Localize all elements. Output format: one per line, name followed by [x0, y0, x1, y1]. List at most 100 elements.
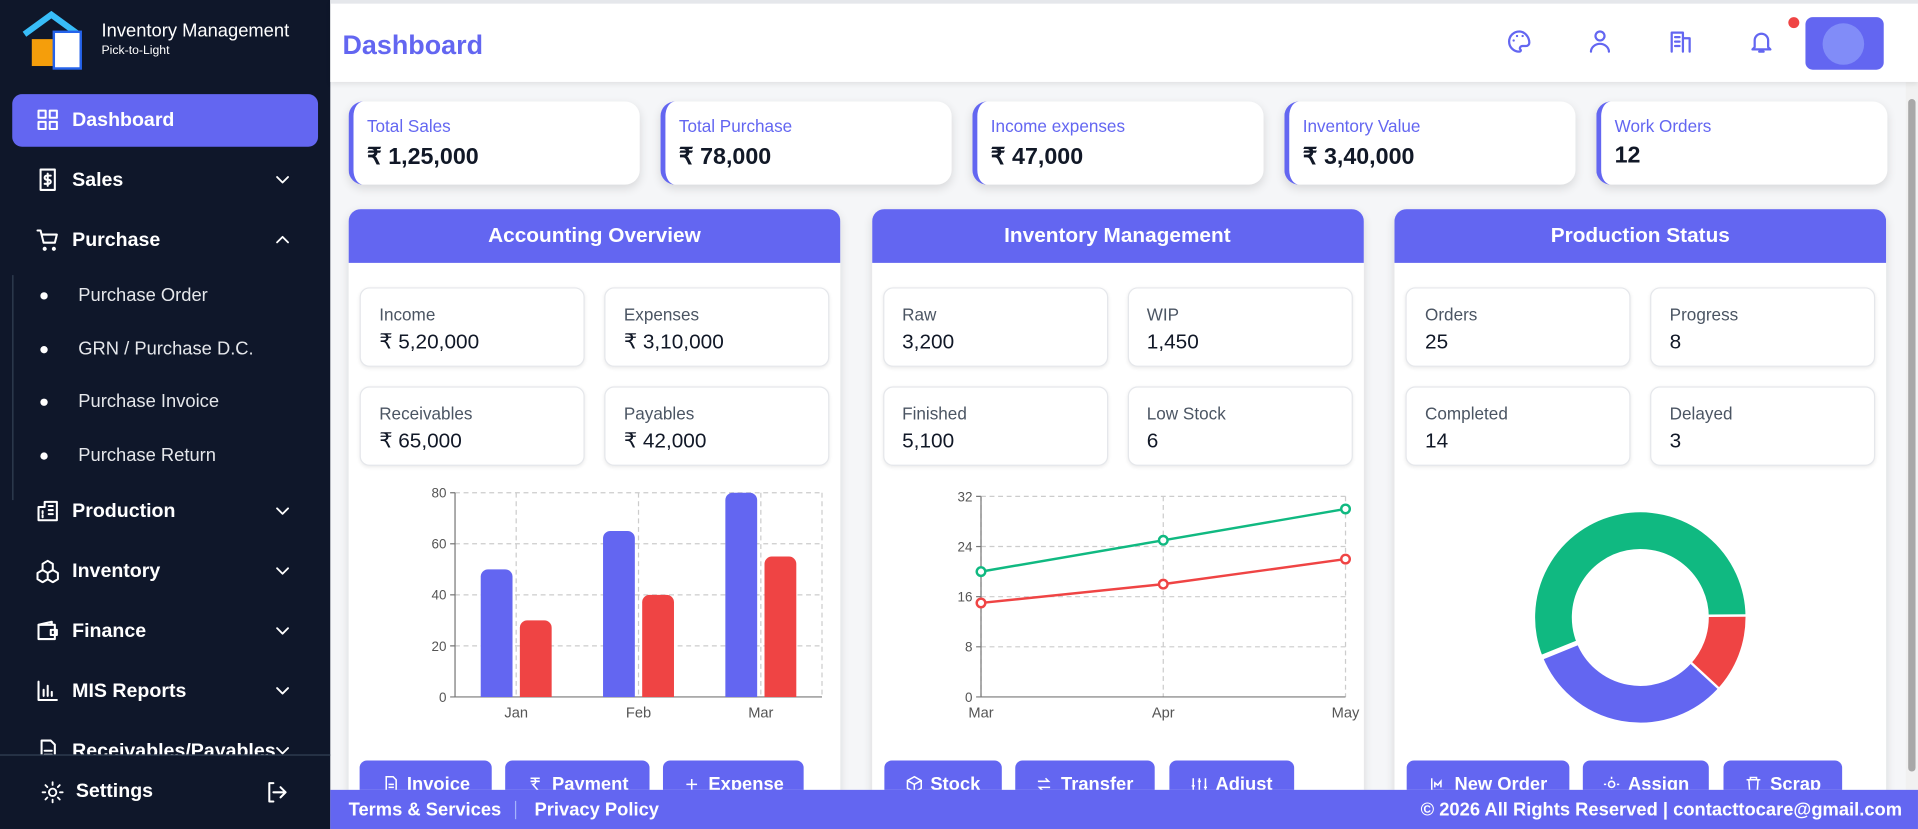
stat-card: Work Orders 12 [1596, 101, 1888, 185]
mini-card: Delayed 3 [1650, 386, 1876, 466]
action-button[interactable]: Expense [662, 760, 804, 790]
mini-card: Receivables ₹ 65,000 [359, 386, 585, 466]
button-icon [1038, 777, 1051, 790]
button-icon [1746, 776, 1761, 790]
panel-title: Accounting Overview [348, 209, 841, 263]
nav-label: Finance [72, 621, 147, 642]
brand-title: Inventory Management [101, 20, 290, 42]
point [1157, 578, 1169, 590]
submenu-item[interactable]: GRN / Purchase D.C. [78, 338, 254, 359]
button-label: Payment [551, 773, 629, 790]
x-tick-label: Mar [748, 706, 773, 722]
icon [37, 109, 58, 130]
nav-item[interactable]: Inventory [12, 545, 318, 598]
sidebar: Inventory Management Pick-to-Light Dashboa… [0, 0, 331, 829]
logo [22, 10, 82, 70]
stat-label: Work Orders [1614, 116, 1712, 136]
action-button[interactable]: Payment [505, 760, 650, 790]
mini-card-label: Delayed [1669, 403, 1733, 424]
stat-card: Income expenses ₹ 47,000 [972, 101, 1264, 185]
action-button[interactable]: Scrap [1723, 760, 1843, 790]
submenu-item[interactable]: Purchase Invoice [78, 391, 220, 413]
scrollbar-thumb[interactable] [1908, 99, 1916, 772]
mini-card-value: ₹ 5,20,000 [379, 330, 480, 354]
submenu-item[interactable]: Purchase Return [78, 444, 216, 466]
button-icon-path [1603, 776, 1620, 790]
icon[interactable] [1506, 28, 1533, 55]
mini-card-value: 5,100 [902, 429, 955, 453]
main: Total Sales ₹ 1,25,000 Total Purchase ₹ 78,… [330, 81, 1918, 790]
logo-roof [22, 10, 81, 37]
nav-item[interactable]: Finance [12, 605, 318, 658]
action-button[interactable]: Invoice [359, 760, 492, 790]
button-icon [1431, 777, 1445, 790]
mini-card-value: 3 [1669, 429, 1682, 453]
footer: Terms & Services Privacy Policy © 2026 All… [330, 789, 1918, 829]
icon-path [276, 627, 289, 635]
action-button[interactable]: Assign [1582, 760, 1709, 790]
action-button[interactable]: New Order [1406, 760, 1570, 790]
x-tick-label: Feb [626, 706, 651, 722]
button-label: Stock [930, 773, 981, 790]
nav-item[interactable]: MIS Reports [12, 665, 318, 718]
logo-board [52, 30, 82, 70]
y-tick-label: 80 [432, 486, 447, 501]
action-button[interactable]: Transfer [1014, 760, 1155, 790]
avatar-button[interactable] [1805, 17, 1884, 70]
button-label: Scrap [1770, 773, 1822, 790]
bar [603, 531, 635, 697]
icon-path [36, 559, 59, 584]
panel: Accounting Overview Income ₹ 5,20,000 Expen… [348, 209, 841, 790]
divider [0, 754, 331, 756]
nav-item[interactable]: Production [12, 485, 318, 538]
icon-path [276, 567, 289, 575]
icon-path [1670, 31, 1691, 53]
panel: Inventory Management Raw 3,200 WIP 1,450 Fini… [871, 209, 1364, 790]
button-icon-path [1431, 777, 1445, 790]
x-tick-label: Jan [504, 706, 528, 722]
mini-card-label: Finished [902, 403, 967, 424]
button-label: Transfer [1060, 773, 1134, 790]
icon-path [39, 167, 56, 191]
mini-card-label: Payables [623, 403, 695, 424]
nav-item[interactable]: Dashboard [12, 93, 319, 147]
icon-path [41, 781, 64, 804]
avatar [1822, 23, 1865, 65]
footer-link[interactable]: Terms & Services [348, 799, 502, 821]
icon-path [37, 500, 58, 522]
bar [642, 594, 674, 697]
icon[interactable] [1667, 28, 1694, 55]
mini-card-label: Income [379, 304, 436, 325]
nav-item[interactable]: Purchase [12, 213, 318, 266]
stat-card: Total Purchase ₹ 78,000 [660, 101, 952, 185]
nav-item[interactable]: Receivables/Payables [12, 725, 318, 755]
mini-card-label: Raw [902, 304, 937, 325]
mini-card: Orders 25 [1405, 287, 1631, 367]
mini-card: Low Stock 6 [1127, 386, 1353, 466]
submenu-item[interactable]: Purchase Order [78, 284, 208, 306]
chart: 0 8 16 24 32 Mar Apr May [957, 489, 1360, 722]
y-tick-label: 20 [432, 639, 447, 654]
mini-card: Payables ₹ 42,000 [604, 386, 830, 466]
mini-card: Completed 14 [1405, 386, 1631, 466]
nav-item[interactable]: Sales [12, 153, 318, 206]
footer-link[interactable]: Privacy Policy [534, 799, 659, 821]
button-icon [906, 775, 922, 790]
chart: 0 20 40 60 80 Jan Feb Mar [432, 486, 823, 722]
button-icon [686, 778, 698, 790]
settings[interactable]: Settings [75, 781, 154, 803]
button-icon-path [686, 778, 698, 790]
icon[interactable] [1586, 28, 1613, 55]
icon[interactable] [1748, 28, 1775, 55]
x-tick-label: May [1331, 706, 1359, 722]
bullet [40, 292, 48, 300]
mini-card-label: Progress [1669, 304, 1739, 325]
action-button[interactable]: Adjust [1168, 760, 1294, 790]
mini-card-label: Completed [1425, 403, 1508, 424]
icon-path [276, 175, 289, 183]
action-button[interactable]: Stock [883, 760, 1002, 790]
y-tick-label: 0 [964, 690, 971, 705]
mini-card-value: ₹ 3,10,000 [623, 330, 724, 354]
mini-card-label: Low Stock [1146, 403, 1226, 424]
